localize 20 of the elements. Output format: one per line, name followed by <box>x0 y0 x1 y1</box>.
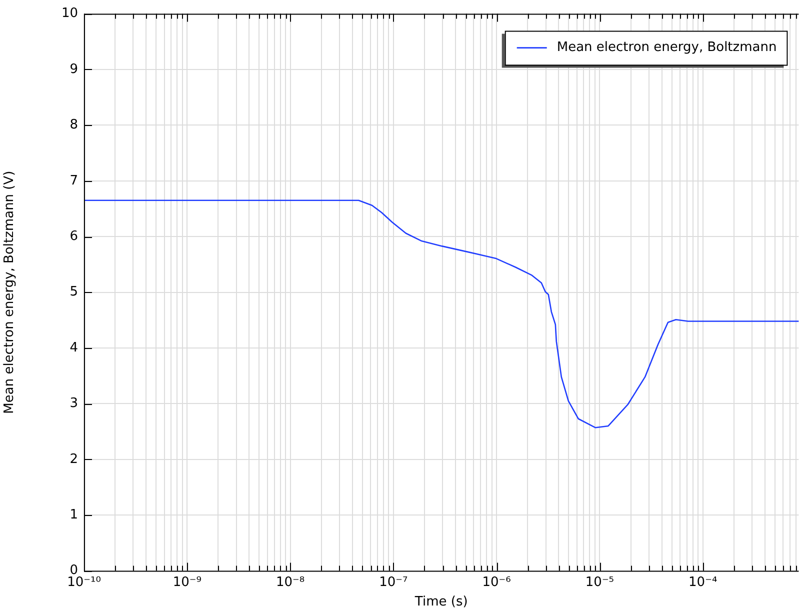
y-tick-label: 9 <box>70 62 78 77</box>
x-tick-label: 10⁻⁶ <box>482 574 511 590</box>
y-tick-label: 3 <box>70 396 78 412</box>
y-tick-label: 2 <box>70 452 78 467</box>
y-tick-label: 5 <box>70 284 78 300</box>
legend-label: Mean electron energy, Boltzmann <box>556 40 777 56</box>
y-tick-label: 6 <box>70 228 78 244</box>
y-tick-label: 10 <box>61 6 78 22</box>
x-tick-label: 10⁻¹⁰ <box>67 574 101 590</box>
y-tick-label: 1 <box>70 507 78 522</box>
x-tick-label: 10⁻⁷ <box>379 574 408 590</box>
x-tick-label: 10⁻⁸ <box>276 574 305 590</box>
x-axis-title: Time (s) <box>414 594 468 610</box>
x-tick-label: 10⁻⁴ <box>688 574 718 590</box>
y-tick-label: 4 <box>70 340 78 356</box>
x-tick-label: 10⁻⁹ <box>172 574 202 590</box>
y-tick-label: 7 <box>70 173 78 188</box>
y-axis-title: Mean electron energy, Boltzmann (V) <box>2 170 18 414</box>
x-tick-label: 10⁻⁵ <box>585 574 614 590</box>
y-tick-label: 8 <box>70 118 78 133</box>
